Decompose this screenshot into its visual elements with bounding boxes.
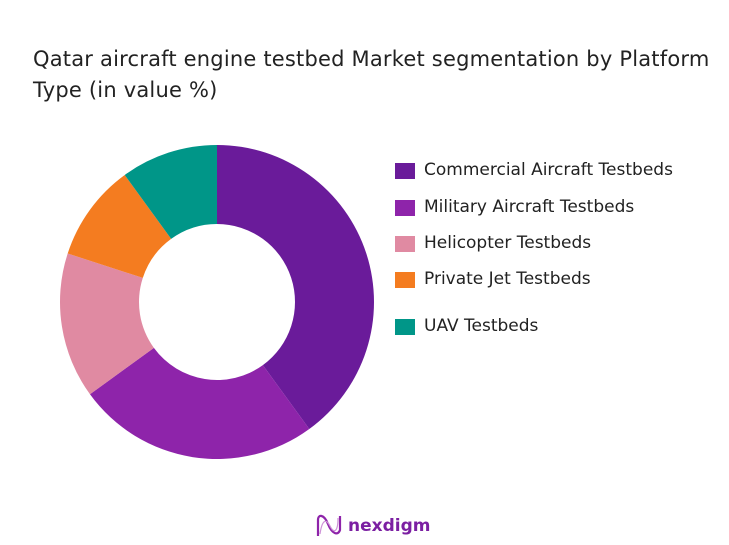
nexdigm-logo: nexdigm	[316, 514, 430, 538]
legend-label: UAV Testbeds	[424, 316, 539, 336]
logo-wave-icon	[316, 514, 342, 536]
legend-swatch	[395, 200, 415, 216]
legend-swatch	[395, 319, 415, 335]
donut-slice-military-aircraft-testbeds	[89, 347, 310, 459]
legend-label: Military Aircraft Testbeds	[424, 197, 635, 217]
donut-slice-private-jet-testbeds	[67, 174, 172, 278]
donut-slice-helicopter-testbeds	[59, 253, 154, 395]
legend-swatch	[395, 236, 415, 252]
legend-label: Commercial Aircraft Testbeds	[424, 160, 673, 180]
legend-label: Private Jet Testbeds	[424, 269, 591, 289]
legend-swatch	[395, 163, 415, 179]
chart-title: Qatar aircraft engine testbed Market seg…	[33, 47, 710, 102]
donut-slice-uav-testbeds	[124, 145, 217, 239]
legend-swatch	[395, 272, 415, 288]
donut-slice-commercial-aircraft-testbeds	[217, 145, 374, 430]
legend-label: Helicopter Testbeds	[424, 233, 592, 253]
logo-text: nexdigm	[348, 516, 431, 536]
